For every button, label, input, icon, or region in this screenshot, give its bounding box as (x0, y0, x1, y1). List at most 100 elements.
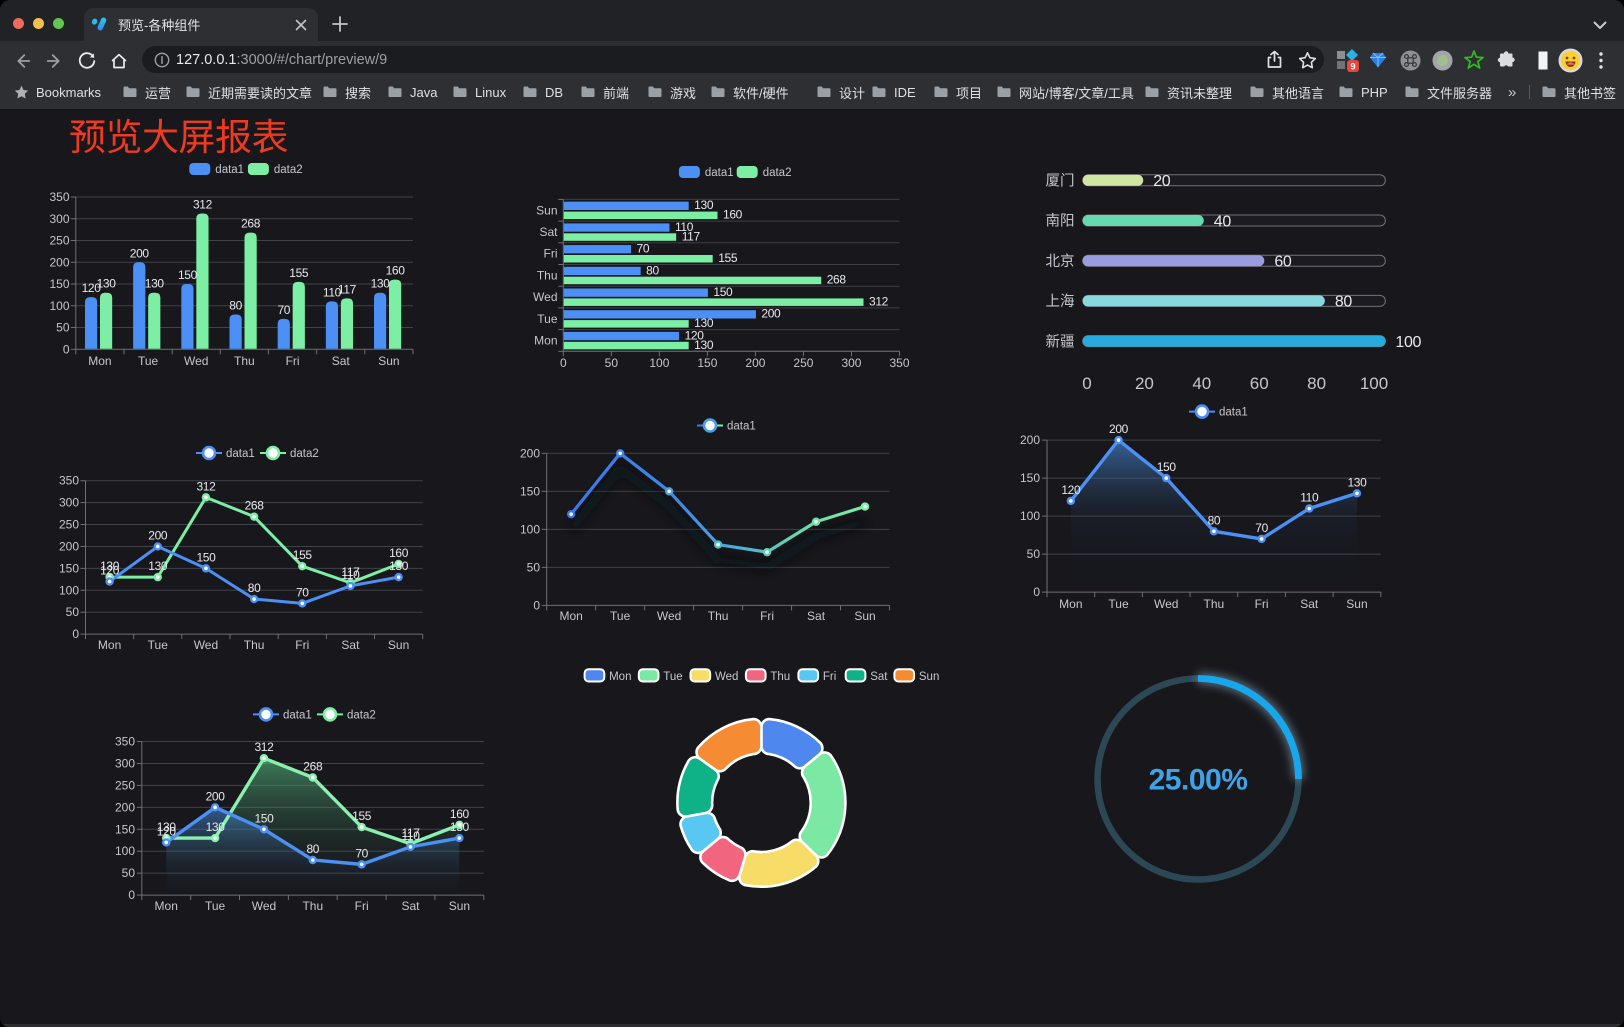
svg-text:110: 110 (323, 285, 342, 299)
svg-text:Mon: Mon (560, 609, 583, 623)
svg-text:100: 100 (49, 299, 69, 313)
svg-text:Fri: Fri (286, 354, 300, 368)
svg-text:130: 130 (97, 277, 117, 291)
svg-text:data1: data1 (283, 709, 312, 721)
svg-text:Mon: Mon (155, 899, 178, 913)
svg-text:0: 0 (560, 356, 567, 370)
svg-text:150: 150 (1157, 460, 1177, 474)
svg-text:268: 268 (827, 273, 847, 287)
svg-text:60: 60 (1250, 374, 1269, 393)
svg-text:50: 50 (1027, 547, 1041, 561)
svg-text:100: 100 (1395, 334, 1421, 351)
svg-text:data1: data1 (226, 448, 255, 460)
svg-text:Tue: Tue (537, 312, 558, 326)
svg-text:Thu: Thu (234, 354, 255, 368)
svg-text:110: 110 (1300, 491, 1319, 505)
svg-text:150: 150 (196, 550, 216, 564)
svg-text:150: 150 (713, 285, 733, 299)
svg-text:200: 200 (745, 356, 765, 370)
svg-text:data1: data1 (727, 421, 756, 433)
svg-text:150: 150 (178, 268, 198, 282)
svg-text:150: 150 (115, 822, 135, 836)
svg-text:Fri: Fri (355, 899, 369, 913)
svg-text:Sun: Sun (388, 638, 409, 652)
svg-text:130: 130 (145, 277, 165, 291)
svg-text:Wed: Wed (657, 609, 681, 623)
svg-text:155: 155 (293, 548, 313, 562)
svg-text:110: 110 (675, 220, 694, 234)
svg-text:上海: 上海 (1046, 293, 1075, 310)
svg-text:300: 300 (59, 496, 79, 510)
svg-text:130: 130 (694, 316, 714, 330)
svg-text:Thu: Thu (302, 899, 323, 913)
svg-text:Mon: Mon (1059, 597, 1082, 611)
svg-text:268: 268 (303, 759, 323, 773)
svg-text:0: 0 (72, 627, 79, 641)
svg-text:200: 200 (115, 800, 135, 814)
svg-text:Fri: Fri (823, 671, 836, 683)
svg-text:50: 50 (56, 321, 70, 335)
svg-text:70: 70 (277, 303, 290, 317)
svg-text:data1: data1 (215, 164, 244, 176)
svg-text:Mon: Mon (88, 354, 111, 368)
svg-text:data1: data1 (1219, 407, 1248, 419)
svg-text:110: 110 (341, 568, 360, 582)
svg-text:50: 50 (122, 866, 136, 880)
svg-text:Sat: Sat (539, 225, 558, 239)
svg-text:Tue: Tue (138, 354, 159, 368)
svg-text:130: 130 (694, 198, 714, 212)
svg-text:110: 110 (401, 829, 420, 843)
svg-text:268: 268 (245, 499, 265, 513)
svg-text:Sun: Sun (536, 203, 557, 217)
svg-text:200: 200 (761, 307, 781, 321)
svg-text:70: 70 (296, 585, 309, 599)
svg-text:300: 300 (841, 356, 861, 370)
svg-text:150: 150 (254, 811, 274, 825)
svg-text:Tue: Tue (663, 671, 682, 683)
svg-text:data2: data2 (763, 167, 792, 179)
svg-text:南阳: 南阳 (1046, 213, 1075, 230)
svg-text:80: 80 (248, 581, 261, 595)
svg-text:150: 150 (697, 356, 717, 370)
svg-text:150: 150 (59, 561, 79, 575)
svg-text:0: 0 (533, 598, 540, 612)
svg-text:Fri: Fri (295, 638, 309, 652)
svg-text:Wed: Wed (715, 671, 738, 683)
svg-text:300: 300 (49, 212, 69, 226)
svg-text:Thu: Thu (1204, 597, 1225, 611)
svg-text:50: 50 (527, 560, 541, 574)
svg-text:70: 70 (355, 846, 368, 860)
svg-text:40: 40 (1192, 374, 1211, 393)
svg-text:厦门: 厦门 (1046, 173, 1075, 190)
svg-text:Tue: Tue (205, 899, 226, 913)
svg-text:155: 155 (352, 809, 372, 823)
svg-text:312: 312 (193, 198, 213, 212)
svg-text:Sat: Sat (870, 671, 888, 683)
svg-text:150: 150 (520, 484, 540, 498)
svg-text:130: 130 (389, 559, 409, 573)
svg-text:200: 200 (1020, 433, 1040, 447)
svg-text:80: 80 (1335, 294, 1353, 311)
svg-text:160: 160 (386, 264, 406, 278)
svg-text:200: 200 (1109, 422, 1129, 436)
svg-text:0: 0 (1033, 585, 1040, 599)
svg-text:155: 155 (718, 251, 738, 265)
svg-text:130: 130 (694, 338, 714, 352)
svg-text:130: 130 (450, 820, 470, 834)
svg-text:312: 312 (869, 294, 889, 308)
svg-text:117: 117 (338, 282, 357, 296)
svg-text:9: 9 (1350, 62, 1355, 73)
svg-text:80: 80 (1208, 513, 1221, 527)
svg-text:data2: data2 (290, 448, 319, 460)
svg-text:Thu: Thu (708, 609, 729, 623)
svg-text:80: 80 (646, 263, 659, 277)
svg-text:Thu: Thu (770, 671, 790, 683)
svg-text:新疆: 新疆 (1046, 333, 1075, 350)
svg-text:Wed: Wed (252, 899, 276, 913)
svg-text:Wed: Wed (184, 354, 208, 368)
svg-text:Sun: Sun (919, 671, 939, 683)
svg-text:Tue: Tue (1108, 597, 1129, 611)
svg-text:20: 20 (1135, 374, 1154, 393)
svg-text:100: 100 (59, 583, 79, 597)
svg-text:40: 40 (1214, 213, 1232, 230)
